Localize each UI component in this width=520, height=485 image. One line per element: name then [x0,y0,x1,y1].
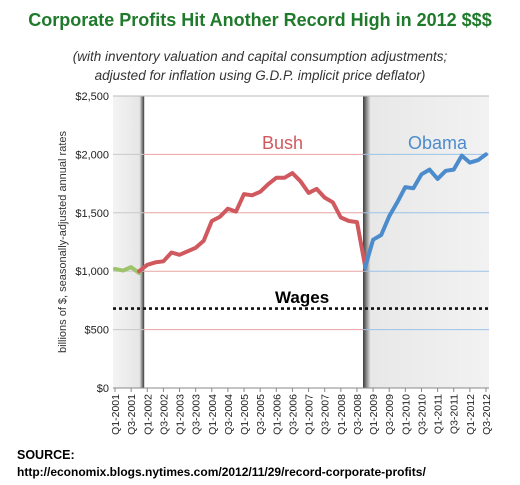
data-point [161,259,165,263]
data-point [403,185,407,189]
x-tick-label: Q3-2001 [126,394,138,435]
data-point [411,186,416,190]
data-point [419,172,424,176]
x-tick-label: Q3-2002 [158,394,170,435]
data-point [306,191,311,195]
x-tick-label: Q3-2008 [352,394,364,435]
data-point [371,238,375,242]
data-point [250,193,254,197]
series-line-bush [137,171,367,274]
x-tick-label: Q3-2012 [481,394,493,435]
x-tick-label: Q1-2010 [400,394,412,435]
data-point [202,239,206,243]
x-tick-label: Q1-2007 [304,394,316,435]
data-point [113,267,117,271]
source-label: SOURCE: [17,448,75,462]
y-tick-label: $0 [97,383,109,395]
shaded-period-2 [363,96,489,388]
source-url: http://economix.blogs.nytimes.com/2012/1… [17,465,426,479]
x-tick-label: Q1-2009 [368,394,380,435]
data-point [339,215,343,220]
data-point [274,176,278,180]
data-point [468,160,472,165]
data-point [185,249,190,253]
x-tick-label: Q1-2002 [142,394,154,435]
x-tick-label: Q1-2003 [175,394,187,435]
x-tick-label: Q3-2006 [287,394,299,435]
y-tick-label: $500 [85,325,109,337]
data-point [266,182,270,186]
data-point [121,269,125,273]
data-point [210,219,214,223]
x-tick-label: Q1-2011 [433,394,445,434]
y-tick-label: $1,000 [75,266,109,278]
data-point [153,260,157,265]
data-point [460,153,464,158]
series-line-pre-2002 [113,265,142,275]
x-tick-label: Q1-2001 [110,394,122,435]
x-tick-label: Q1-2006 [271,394,283,435]
data-point [169,250,174,255]
data-point [331,200,335,204]
x-tick-label: Q3-2007 [320,394,332,435]
shaded-period-1 [113,96,145,388]
x-tick-label: Q3-2003 [191,394,203,435]
y-tick-label: $2,500 [75,91,109,103]
x-tick-label: Q1-2004 [207,394,219,435]
x-tick-label: Q1-2012 [465,394,477,435]
data-point [242,192,246,196]
y-tick-label: $2,000 [75,149,109,161]
y-tick-label: $1,500 [75,208,109,220]
data-point [226,207,230,211]
x-tick-label: Q3-2011 [449,394,461,434]
data-point [298,179,303,183]
data-point [452,167,456,172]
data-point [177,253,182,257]
x-tick-label: Q1-2008 [336,394,348,435]
x-tick-label: Q1-2005 [239,394,251,435]
annotation-wages: Wages [275,288,329,307]
data-point [363,266,367,270]
x-tick-label: Q3-2005 [255,394,267,435]
x-tick-label: Q3-2010 [416,394,428,435]
data-point [258,190,262,194]
data-point [427,167,432,172]
annotation-bush: Bush [262,133,303,153]
series-line-obama [363,152,488,270]
data-point [387,214,391,218]
data-point [379,233,383,237]
data-point [234,210,238,214]
annotation-obama: Obama [408,133,468,153]
data-point [137,269,141,273]
data-point [395,200,399,204]
chart-subtitle-line-1: (with inventory valuation and capital co… [72,49,448,64]
data-point [194,246,198,250]
chart-title: Corporate Profits Hit Another Record Hig… [28,10,492,30]
data-point [436,177,440,181]
x-tick-label: Q3-2009 [384,394,396,435]
data-point [282,176,286,180]
data-point [476,158,480,162]
data-point [290,171,295,175]
data-point [347,219,351,223]
data-point [315,187,319,191]
x-tick-label: Q3-2004 [223,394,235,435]
data-point [484,152,488,156]
data-point [323,196,327,200]
data-point [444,169,448,173]
data-point [145,263,149,267]
data-point [355,220,359,224]
chart-subtitle-line-2: adjusted for inflation using G.D.P. impl… [94,68,426,83]
data-point [218,215,222,219]
y-axis-label: billions of $, seasonally-adjusted annua… [57,131,69,353]
data-point [129,265,133,269]
